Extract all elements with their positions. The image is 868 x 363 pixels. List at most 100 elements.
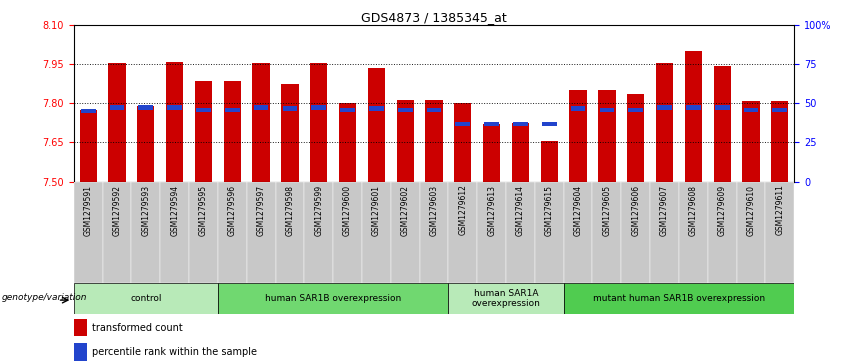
Bar (477, 182, 506, 283)
Bar (312, 105, 326, 110)
Bar (542, 122, 556, 126)
Bar (161, 182, 189, 283)
Bar (679, 182, 707, 283)
Bar (224, 81, 241, 182)
Bar (74, 182, 102, 283)
Bar (102, 182, 131, 283)
Text: GSM1279608: GSM1279608 (689, 184, 698, 236)
Text: control: control (130, 294, 161, 303)
Bar (484, 122, 499, 126)
Bar (275, 182, 305, 283)
Text: mutant human SAR1B overexpression: mutant human SAR1B overexpression (593, 294, 765, 303)
Bar (218, 283, 449, 314)
Bar (771, 101, 788, 182)
Bar (506, 182, 535, 283)
Bar (196, 108, 211, 112)
Bar (425, 99, 443, 182)
Bar (168, 105, 182, 110)
Bar (397, 99, 414, 182)
Bar (109, 105, 124, 110)
Text: GSM1279597: GSM1279597 (257, 184, 266, 236)
Text: GSM1279599: GSM1279599 (314, 184, 323, 236)
Text: GSM1279595: GSM1279595 (199, 184, 208, 236)
Bar (686, 105, 700, 110)
Bar (593, 182, 621, 283)
Text: GSM1279611: GSM1279611 (775, 184, 785, 236)
Bar (139, 105, 153, 110)
Text: GSM1279600: GSM1279600 (343, 184, 352, 236)
Bar (628, 108, 643, 112)
Text: GSM1279605: GSM1279605 (602, 184, 611, 236)
Text: GSM1279612: GSM1279612 (458, 184, 467, 236)
Text: human SAR1B overexpression: human SAR1B overexpression (265, 294, 401, 303)
Bar (773, 108, 787, 112)
Bar (339, 103, 356, 182)
Bar (189, 182, 218, 283)
Bar (281, 84, 299, 182)
Bar (707, 182, 737, 283)
Bar (253, 63, 270, 182)
Text: GSM1279591: GSM1279591 (83, 184, 93, 236)
Bar (742, 101, 760, 182)
Text: GSM1279614: GSM1279614 (516, 184, 525, 236)
Bar (166, 62, 183, 182)
Bar (715, 105, 729, 110)
Text: GSM1279601: GSM1279601 (372, 184, 381, 236)
Bar (744, 108, 759, 112)
Bar (456, 122, 470, 126)
Bar (598, 90, 615, 182)
Bar (737, 182, 766, 283)
Bar (310, 63, 327, 182)
Bar (74, 283, 218, 314)
Bar (137, 106, 155, 182)
Bar (454, 103, 471, 182)
Bar (369, 106, 384, 111)
Text: GSM1279609: GSM1279609 (718, 184, 727, 236)
Text: GSM1279613: GSM1279613 (487, 184, 496, 236)
Text: GSM1279610: GSM1279610 (746, 184, 755, 236)
Text: human SAR1A
overexpression: human SAR1A overexpression (471, 289, 541, 308)
Bar (368, 68, 385, 182)
Bar (253, 105, 268, 110)
Text: GSM1279604: GSM1279604 (574, 184, 582, 236)
Title: GDS4873 / 1385345_at: GDS4873 / 1385345_at (361, 11, 507, 24)
Bar (247, 182, 275, 283)
Bar (535, 182, 563, 283)
Text: transformed count: transformed count (92, 323, 182, 333)
Text: GSM1279607: GSM1279607 (660, 184, 669, 236)
Text: GSM1279615: GSM1279615 (545, 184, 554, 236)
Bar (600, 108, 615, 112)
Bar (81, 109, 95, 114)
Text: GSM1279593: GSM1279593 (141, 184, 150, 236)
Bar (391, 182, 419, 283)
Bar (449, 182, 477, 283)
Bar (483, 124, 500, 182)
Bar (362, 182, 391, 283)
Bar (563, 182, 593, 283)
Text: GSM1279592: GSM1279592 (113, 184, 122, 236)
Bar (449, 283, 563, 314)
Bar (283, 106, 297, 111)
Bar (419, 182, 449, 283)
Bar (569, 90, 587, 182)
Bar (340, 108, 355, 112)
Bar (713, 66, 731, 182)
Bar (512, 123, 529, 182)
Text: genotype/variation: genotype/variation (2, 293, 87, 302)
Text: GSM1279603: GSM1279603 (430, 184, 438, 236)
Bar (218, 182, 247, 283)
Text: GSM1279606: GSM1279606 (631, 184, 641, 236)
Bar (627, 94, 644, 182)
Bar (650, 182, 679, 283)
Bar (194, 81, 212, 182)
Text: GSM1279598: GSM1279598 (286, 184, 294, 236)
Bar (131, 182, 161, 283)
Bar (305, 182, 333, 283)
Bar (80, 110, 97, 182)
Bar (541, 141, 558, 182)
Bar (74, 343, 87, 360)
Bar (74, 319, 87, 336)
Bar (571, 106, 585, 111)
Bar (513, 122, 528, 126)
Bar (657, 105, 672, 110)
